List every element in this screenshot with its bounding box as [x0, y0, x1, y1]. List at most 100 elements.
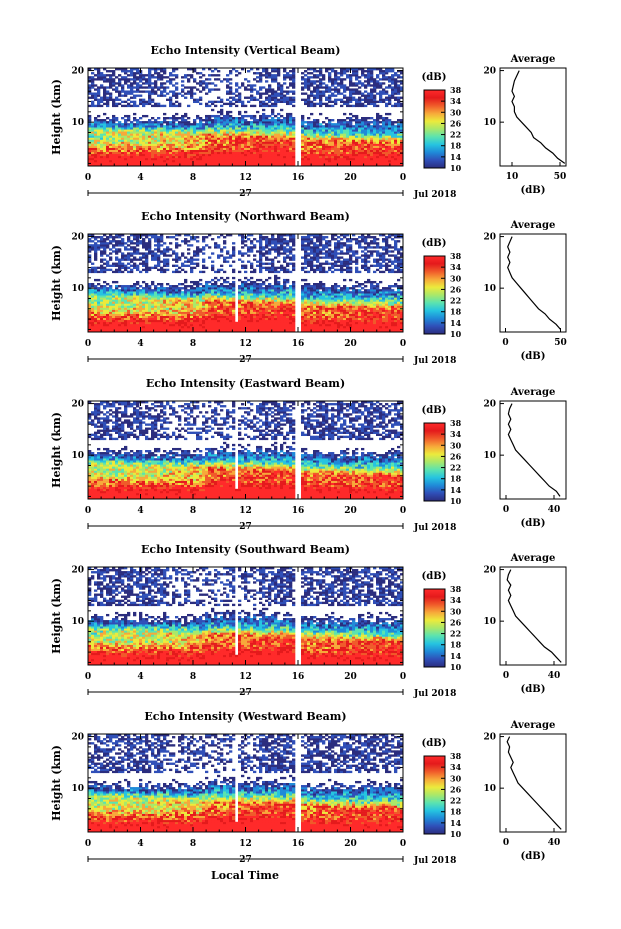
heatmap-cell	[202, 159, 206, 163]
heatmap-cell	[121, 129, 125, 132]
heatmap-cell	[292, 76, 296, 79]
heatmap-cell	[187, 157, 191, 161]
heatmap-cell	[331, 80, 335, 83]
heatmap-cell	[238, 135, 242, 138]
heatmap-cell	[292, 129, 296, 132]
heatmap-cell	[127, 315, 131, 319]
heatmap-cell	[133, 147, 137, 150]
heatmap-cell	[289, 313, 293, 316]
heatmap-cell	[172, 327, 176, 331]
heatmap-cell	[253, 119, 257, 122]
heatmap-cell	[286, 125, 290, 128]
heatmap-cell	[238, 307, 242, 310]
heatmap-cell	[340, 143, 344, 146]
heatmap-cell	[391, 80, 395, 83]
heatmap-cell	[184, 325, 188, 329]
heatmap-cell	[376, 121, 380, 124]
heatmap-cell	[394, 88, 398, 91]
heatmap-cell	[190, 157, 194, 161]
heatmap-cell	[238, 157, 242, 161]
heatmap-cell	[349, 131, 353, 134]
heatmap-cell	[316, 315, 320, 319]
heatmap-cell	[142, 303, 146, 306]
heatmap-cell	[205, 104, 209, 108]
heatmap-cell	[319, 325, 323, 329]
heatmap-cell	[388, 86, 392, 89]
heatmap-cell	[118, 98, 122, 101]
heatmap-cell	[289, 315, 293, 319]
heatmap-cell	[280, 121, 284, 124]
heatmap-cell	[112, 159, 116, 163]
heatmap-cell	[181, 319, 185, 323]
heatmap-cell	[340, 321, 344, 325]
heatmap-cell	[370, 147, 374, 150]
heatmap-cell	[262, 133, 266, 136]
heatmap-cell	[388, 100, 392, 104]
heatmap-cell	[181, 145, 185, 148]
heatmap-cell	[91, 319, 95, 323]
heatmap-cell	[268, 139, 272, 142]
heatmap-cell	[319, 153, 323, 157]
heatmap-cell	[94, 127, 98, 130]
heatmap-cell	[187, 315, 191, 319]
heatmap-cell	[94, 161, 98, 165]
heatmap-cell	[313, 145, 317, 148]
heatmap-cell	[253, 319, 257, 323]
heatmap-cell	[358, 90, 362, 93]
heatmap-cell	[388, 143, 392, 146]
heatmap-cell	[229, 145, 233, 148]
heatmap-cell	[376, 313, 380, 316]
heatmap-cell	[382, 98, 386, 101]
heatmap-cell	[178, 153, 182, 157]
heatmap-cell	[193, 92, 197, 95]
heatmap-cell	[226, 112, 230, 116]
heatmap-cell	[163, 309, 167, 312]
heatmap-cell	[88, 325, 92, 329]
heatmap-cell	[139, 143, 143, 146]
heatmap-cell	[97, 133, 101, 136]
heatmap-cell	[151, 76, 155, 79]
heatmap-cell	[400, 313, 404, 316]
heatmap-cell	[220, 139, 224, 142]
heatmap-cell	[391, 149, 395, 153]
heatmap-cell	[103, 321, 107, 325]
heatmap-cell	[91, 143, 95, 146]
heatmap-cell	[100, 74, 104, 77]
heatmap-cell	[373, 88, 377, 91]
heatmap-cell	[181, 159, 185, 163]
heatmap-cell	[355, 74, 359, 77]
heatmap-cell	[193, 317, 197, 321]
heatmap-cell	[310, 94, 314, 97]
heatmap-cell	[259, 104, 263, 108]
heatmap-cell	[349, 309, 353, 312]
heatmap-cell	[217, 155, 221, 159]
heatmap-cell	[265, 141, 269, 144]
heatmap-cell	[238, 98, 242, 101]
heatmap-cell	[265, 104, 269, 108]
heatmap-cell	[208, 121, 212, 124]
heatmap-cell	[205, 321, 209, 325]
heatmap-cell	[94, 135, 98, 138]
heatmap-cell	[277, 112, 281, 116]
heatmap-cell	[307, 121, 311, 124]
heatmap-cell	[385, 123, 389, 126]
heatmap-cell	[181, 151, 185, 155]
heatmap-cell	[340, 100, 344, 104]
heatmap-cell	[145, 80, 149, 83]
heatmap-cell	[382, 74, 386, 77]
heatmap-cell	[268, 145, 272, 148]
heatmap-cell	[286, 123, 290, 126]
heatmap-cell	[391, 131, 395, 134]
heatmap-cell	[349, 82, 353, 85]
heatmap-cell	[118, 325, 122, 329]
heatmap-cell	[103, 112, 107, 116]
heatmap-cell	[97, 307, 101, 310]
heatmap-cell	[343, 311, 347, 314]
heatmap-cell	[271, 123, 275, 126]
heatmap-cell	[307, 88, 311, 91]
heatmap-cell	[133, 123, 137, 126]
heatmap-cell	[382, 143, 386, 146]
heatmap-cell	[367, 155, 371, 159]
heatmap-cell	[313, 68, 317, 71]
heatmap-cell	[106, 327, 110, 331]
